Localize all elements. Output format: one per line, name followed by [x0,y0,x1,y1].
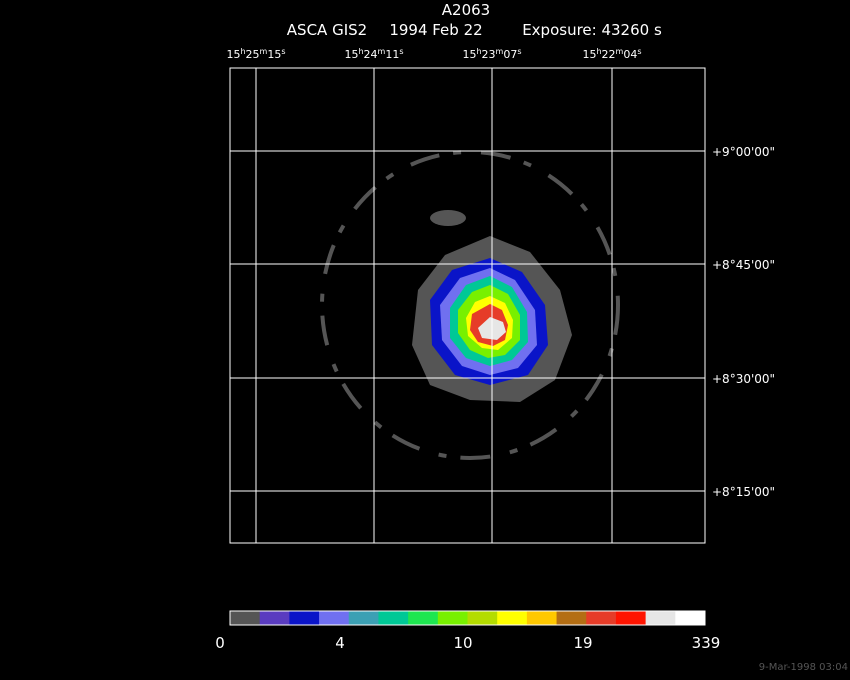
colorbar-swatch [497,611,528,625]
ra-unit: s [517,47,521,56]
colorbar-swatch [615,611,647,625]
colorbar-label: 4 [335,634,345,652]
ring [320,150,620,460]
ra-value: 15 [344,48,358,61]
colorbar-label: 339 [692,634,721,652]
ra-value: 04 [623,48,637,61]
ra-unit: m [260,47,268,56]
exposure: Exposure: 43260 s [522,21,662,39]
colorbar-swatch [408,611,439,625]
ra-value: 15 [582,48,596,61]
ra-unit: m [616,47,624,56]
timestamp: 9-Mar-1998 03:04 [759,662,848,673]
colorbar-swatch [526,611,558,625]
ra-label: 15h22m04s [582,47,641,61]
colorbar-swatch [230,611,261,625]
colorbar-swatch [675,611,706,625]
colorbar-label: 10 [453,634,472,652]
title: A2063 [442,1,490,19]
dec-label: +8°45'00" [712,258,775,272]
frame [229,67,706,544]
colorbar: 0 4 10 19 339 [215,610,721,652]
colorbar-swatch [289,611,320,625]
ra-label: 15h25m15s [226,47,285,61]
ra-value: 25 [246,48,260,61]
ra-value: 22 [602,48,616,61]
ra-value: 23 [482,48,496,61]
colorbar-swatch [645,611,676,625]
instrument: ASCA GIS2 [287,21,367,39]
ra-unit: s [281,47,285,56]
blob [430,210,466,226]
colorbar-swatch [586,611,617,625]
dec-label: +8°30'00" [712,372,775,386]
ra-unit: m [496,47,504,56]
colorbar-label: 0 [215,634,225,652]
ra-value: 07 [503,48,517,61]
ra-unit: s [399,47,403,56]
dec-label: +9°00'00" [712,145,775,159]
ra-unit: h [358,47,363,56]
colorbar-swatch [319,611,350,625]
ra-value: 15 [226,48,240,61]
ra-value: 11 [385,48,399,61]
ra-value: 24 [364,48,378,61]
colorbar-swatch [556,611,587,625]
colorbar-label: 19 [573,634,592,652]
obs-date: 1994 Feb 22 [389,21,482,39]
coordinate-grid [229,67,706,544]
ra-unit: m [378,47,386,56]
ra-unit: h [596,47,601,56]
colorbar-swatch [467,611,498,625]
ra-value: 15 [462,48,476,61]
ra-value: 15 [267,48,281,61]
colorbar-frame [229,610,706,626]
colorbar-swatch [437,611,468,625]
ra-label: 15h23m07s [462,47,521,61]
colorbar-swatch [378,611,409,625]
ra-unit: h [240,47,245,56]
ra-unit: h [476,47,481,56]
colorbar-swatch [259,611,290,625]
ra-label: 15h24m11s [344,47,403,61]
dec-label: +8°15'00" [712,485,775,499]
colorbar-swatch [348,611,379,625]
ra-unit: s [637,47,641,56]
